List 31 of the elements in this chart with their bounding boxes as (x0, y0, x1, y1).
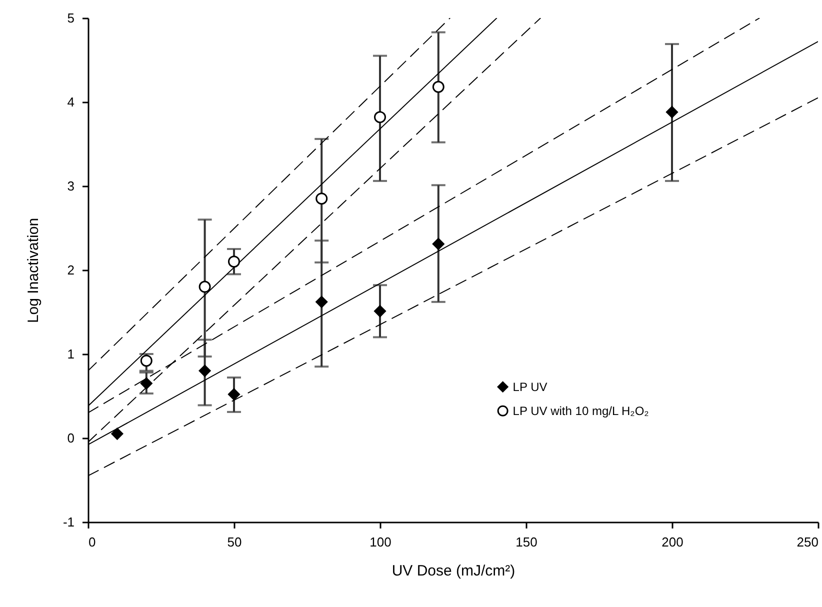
x-tick-label: 250 (796, 534, 818, 550)
x-tick-label: 50 (227, 534, 242, 550)
y-tick-label: 4 (67, 94, 74, 110)
y-tick-label: 3 (67, 178, 74, 194)
point (316, 192, 328, 205)
y-tick-label: 5 (67, 10, 74, 26)
y-tick-label: 1 (67, 346, 74, 362)
y-axis-title: Log Inactivation (24, 218, 42, 324)
y-tick-label: 2 (67, 262, 74, 278)
point (140, 377, 152, 390)
point (111, 428, 124, 440)
x-tick-label: 200 (662, 534, 684, 550)
legend-label: LP UV (512, 380, 548, 394)
x-tick-label: 0 (88, 534, 96, 550)
y-tick-label: 0 (67, 430, 74, 446)
y-tick-label: -1 (62, 514, 74, 530)
point (228, 256, 240, 268)
point (374, 111, 386, 124)
x-tick-label: 150 (516, 534, 538, 550)
point (316, 296, 328, 308)
point (140, 354, 152, 367)
legend-label: LP UV with 10 mg/L H₂O₂ (512, 404, 650, 418)
x-axis-title: UV Dose (mJ/cm²) (392, 562, 516, 580)
point (228, 388, 240, 400)
x-tick-label: 100 (370, 534, 392, 550)
point (432, 238, 444, 250)
point (432, 80, 444, 93)
point (198, 280, 211, 293)
point (374, 305, 386, 318)
point (666, 106, 678, 118)
point (198, 364, 211, 377)
